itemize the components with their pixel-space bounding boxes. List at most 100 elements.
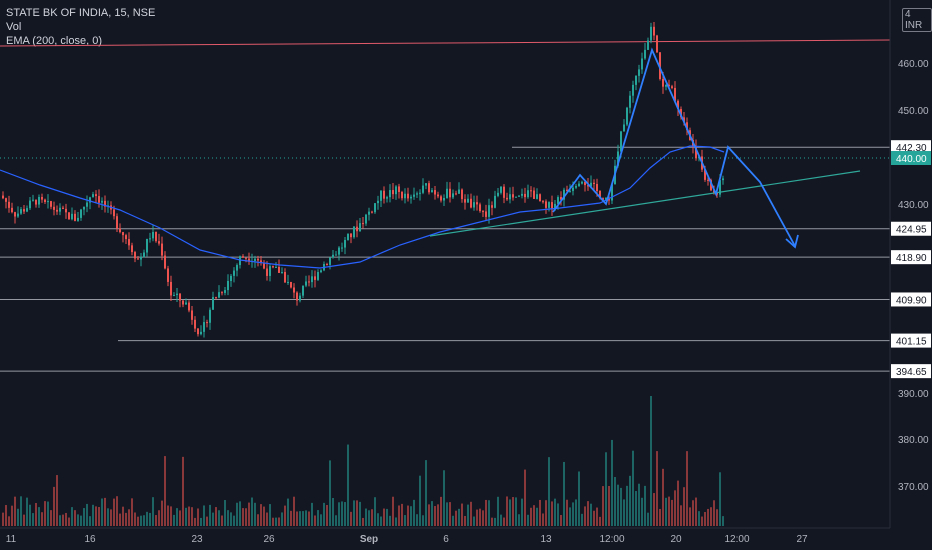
candle-body: [242, 256, 244, 258]
candle-body: [356, 226, 358, 232]
candle-body: [317, 272, 319, 280]
candle-body: [194, 319, 196, 329]
volume-bar: [146, 511, 148, 526]
candle-body: [308, 281, 310, 283]
volume-bar: [569, 507, 571, 526]
candle-body: [380, 190, 382, 201]
symbol-title[interactable]: STATE BK OF INDIA, 15, NSE: [6, 7, 156, 19]
volume-bar: [524, 469, 526, 526]
volume-bar: [518, 514, 520, 526]
candle-body: [581, 181, 583, 184]
volume-bar: [281, 512, 283, 526]
ema-indicator-label[interactable]: EMA (200, close, 0): [6, 35, 102, 47]
candle-body: [383, 190, 385, 199]
volume-bar: [440, 496, 442, 526]
candle-body: [53, 206, 55, 210]
volume-bar: [656, 451, 658, 526]
candle-body: [467, 198, 469, 203]
candle-body: [695, 146, 697, 159]
candle-body: [635, 75, 637, 85]
candle-body: [206, 322, 208, 324]
candle-body: [668, 84, 670, 87]
candle-body: [425, 183, 427, 186]
volume-bar: [224, 500, 226, 526]
candle-body: [68, 212, 70, 220]
candle-body: [329, 257, 331, 265]
candle-body: [233, 270, 235, 276]
candle-body: [413, 194, 415, 197]
volume-bar: [179, 510, 181, 526]
candle-body: [20, 209, 22, 214]
volume-bar: [536, 507, 538, 526]
candle-body: [44, 199, 46, 203]
candle-body: [17, 213, 19, 217]
volume-bar: [29, 504, 31, 526]
volume-bar: [437, 504, 439, 526]
volume-bar: [686, 451, 688, 526]
volume-bar: [398, 505, 400, 526]
volume-bar: [8, 516, 10, 526]
candle-body: [590, 182, 592, 187]
candle-body: [260, 260, 262, 263]
candle-body: [62, 207, 64, 209]
candle-body: [404, 193, 406, 199]
volume-bar: [167, 505, 169, 526]
candle-body: [515, 196, 517, 198]
volume-bar: [449, 502, 451, 526]
volume-bar: [206, 516, 208, 526]
volume-bar: [41, 512, 43, 526]
volume-bar: [491, 517, 493, 526]
volume-bar: [602, 486, 604, 526]
volume-bars: [2, 396, 724, 526]
candle-body: [335, 254, 337, 256]
volume-bar: [161, 500, 163, 526]
volume-bar: [680, 505, 682, 526]
resistance-line: [0, 39, 891, 47]
volume-bar: [581, 513, 583, 526]
candle-body: [572, 187, 574, 191]
time-tick-label: 12:00: [599, 534, 624, 545]
candle-body: [305, 281, 307, 286]
volume-bar: [404, 515, 406, 526]
volume-bar: [416, 514, 418, 526]
volume-bar: [566, 499, 568, 526]
candle-body: [86, 202, 88, 207]
candle-body: [353, 226, 355, 238]
candle-body: [119, 228, 121, 233]
candle-body: [47, 201, 49, 203]
candle-body: [533, 190, 535, 199]
candle-body: [236, 265, 238, 271]
volume-bar: [425, 460, 427, 526]
level-price-label: 424.95: [896, 225, 927, 236]
candle-body: [719, 180, 721, 195]
candle-body: [191, 310, 193, 320]
volume-bar: [251, 497, 253, 526]
volume-bar: [20, 496, 22, 526]
arrow-head: [785, 234, 799, 249]
candle-body: [488, 205, 490, 217]
volume-indicator-label[interactable]: Vol: [6, 21, 22, 33]
candlesticks: [2, 22, 724, 338]
candle-body: [596, 184, 598, 192]
volume-bar: [668, 496, 670, 526]
volume-bar: [2, 512, 4, 526]
volume-bar: [572, 502, 574, 526]
candle-body: [311, 276, 313, 283]
candle-body: [671, 86, 673, 88]
candle-body: [650, 26, 652, 41]
candle-body: [686, 122, 688, 131]
volume-bar: [68, 517, 70, 526]
candle-body: [203, 322, 205, 332]
candle-body: [221, 292, 223, 294]
volume-bar: [485, 499, 487, 526]
volume-bar: [71, 507, 73, 526]
volume-bar: [113, 498, 115, 526]
volume-bar: [635, 491, 637, 526]
volume-bar: [242, 508, 244, 526]
candle-body: [593, 182, 595, 185]
candle-body: [182, 300, 184, 305]
volume-bar: [116, 496, 118, 526]
candle-body: [26, 208, 28, 212]
candle-body: [29, 200, 31, 209]
